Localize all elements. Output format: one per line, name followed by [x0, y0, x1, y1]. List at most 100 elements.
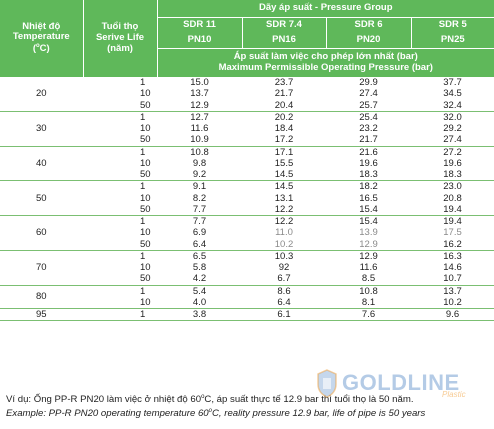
- table-row: 30 1 12.7 20.2 25.4 32.0: [0, 111, 494, 147]
- service-life-cell: 10: [140, 227, 151, 239]
- pressure-value-cell: 29.2: [443, 123, 462, 134]
- table-row: 10 13.7 21.7 27.4 34.5: [0, 88, 494, 99]
- pressure-value-cell: 32.4: [411, 99, 494, 112]
- service-life-cell: 1: [140, 181, 146, 193]
- pressure-value-cell: 14.5: [242, 169, 326, 182]
- table-row: 10 9.8 15.5 19.6 19.6: [0, 158, 494, 169]
- service-life-cell: 50: [83, 99, 157, 112]
- table-row: 20 1 15.0 23.7 29.9 37.7: [0, 77, 494, 112]
- pressure-value-cell: 19.4: [411, 203, 494, 216]
- pressure-value-cell: 27.2: [443, 146, 462, 158]
- pressure-value-cell: 12.7: [190, 111, 209, 123]
- pressure-value-cell: 18.3: [326, 169, 411, 182]
- temperature-header-vi: Nhiệt độ: [22, 20, 61, 32]
- pressure-value-cell: 23.2: [359, 123, 378, 134]
- service-life-cell: 1: [83, 308, 157, 322]
- service-life-cell: 50: [83, 273, 157, 286]
- pressure-value-cell: 10.8: [190, 146, 209, 158]
- pressure-value-cell: 18.3: [411, 169, 494, 182]
- pressure-value-cell: 18.2: [359, 181, 378, 193]
- pressure-value-cell: 10.7: [411, 273, 494, 286]
- pressure-value-cell: 27.4: [411, 134, 494, 147]
- pressure-value-cell: 5.4: [192, 285, 207, 297]
- pressure-value-cell: 15.5: [274, 157, 294, 169]
- table-row: 50 7.7 12.2 15.4 19.4: [0, 203, 494, 216]
- pressure-value-cell: 6.4: [157, 238, 242, 251]
- pressure-value-cell: 6.1: [242, 308, 326, 322]
- example-note-vi: Ví dụ: Ống PP-R PN20 làm việc ở nhiệt độ…: [6, 394, 414, 406]
- pressure-value-cell: 27.4: [359, 88, 378, 100]
- service-life-cell: 1: [140, 146, 146, 158]
- pressure-value-cell: 21.7: [274, 88, 294, 100]
- pressure-value-cell: 20.4: [242, 99, 326, 112]
- temperature-cell: 80: [0, 285, 83, 309]
- temperature-cell: 70: [0, 250, 83, 286]
- service-life-cell: 1: [140, 77, 146, 88]
- pressure-value-cell: 15.0: [190, 77, 209, 88]
- pressure-value-cell: 8.6: [277, 285, 291, 297]
- table-row: 50 12.9 20.4 25.7 32.4: [0, 99, 494, 112]
- pressure-value-cell: 12.9: [326, 238, 411, 251]
- pressure-value-cell: 17.5: [443, 227, 462, 239]
- pressure-value-cell: 21.6: [359, 146, 378, 158]
- pressure-value-cell: 8.2: [192, 192, 207, 204]
- table-row: 10 11.6 18.4 23.2 29.2: [0, 123, 494, 134]
- pressure-caption-en: Maximum Permissible Operating Pressure (…: [218, 62, 433, 73]
- temperature-cell: 30: [0, 111, 83, 147]
- pressure-value-cell: 10.2: [242, 238, 326, 251]
- pressure-value-cell: 10.8: [359, 285, 378, 297]
- service-life-cell: 50: [83, 238, 157, 251]
- sdr-header-1: SDR 7.4: [242, 17, 327, 33]
- pressure-table: Nhiệt độ Temperature (oC) Tuổi thọ Seriv…: [0, 0, 494, 322]
- pressure-group-title: Dãy áp suất - Pressure Group: [157, 0, 494, 18]
- pressure-value-cell: 20.2: [274, 111, 294, 123]
- service-life-cell: 10: [140, 262, 151, 273]
- pressure-value-cell: 7.7: [192, 216, 207, 227]
- pressure-value-cell: 11.6: [359, 262, 378, 273]
- pressure-value-cell: 15.4: [326, 203, 411, 216]
- pressure-value-cell: 15.4: [359, 216, 378, 227]
- service-life-cell: 1: [140, 250, 146, 262]
- temperature-header: Nhiệt độ Temperature (oC): [0, 0, 84, 77]
- sdr-header-0: SDR 11: [157, 17, 243, 33]
- pn-header-3: PN25: [411, 33, 494, 49]
- pressure-value-cell: 8.1: [326, 296, 411, 309]
- pn-header-1: PN16: [242, 33, 327, 49]
- temperature-cell: 40: [0, 146, 83, 182]
- pressure-value-cell: 9.1: [192, 181, 207, 193]
- table-row: 10 5.8 92 11.6 14.6: [0, 262, 494, 273]
- service-life-cell: 1: [140, 111, 146, 123]
- temperature-header-unit: (oC): [32, 43, 50, 55]
- pressure-value-cell: 3.8: [157, 308, 242, 322]
- table-row: 95 1 3.8 6.1 7.6 9.6: [0, 308, 494, 322]
- pressure-value-cell: 32.0: [443, 111, 462, 123]
- pressure-value-cell: 6.7: [242, 273, 326, 286]
- sdr-header-3: SDR 5: [411, 17, 494, 33]
- goldline-watermark-logo: GOLDLINE Plastic: [316, 369, 486, 399]
- table-row: 50 10.9 17.2 21.7 27.4: [0, 134, 494, 147]
- pressure-value-cell: 8.5: [326, 273, 411, 286]
- service-life-cell: 10: [140, 192, 151, 204]
- pressure-value-cell: 17.1: [274, 146, 294, 158]
- pressure-value-cell: 29.9: [359, 77, 378, 88]
- pressure-value-cell: 14.5: [274, 181, 294, 193]
- pressure-value-cell: 9.6: [411, 308, 494, 322]
- pressure-value-cell: 12.2: [274, 216, 294, 227]
- logo-subtext: Plastic: [442, 390, 466, 399]
- pressure-value-cell: 6.9: [192, 227, 207, 239]
- pressure-value-cell: 6.4: [242, 296, 326, 309]
- pressure-value-cell: 4.2: [157, 273, 242, 286]
- pressure-value-cell: 9.8: [192, 157, 207, 169]
- pressure-value-cell: 37.7: [443, 77, 462, 88]
- pressure-value-cell: 12.9: [359, 250, 378, 262]
- pressure-value-cell: 19.6: [359, 157, 378, 169]
- pressure-value-cell: 12.2: [242, 203, 326, 216]
- temperature-header-en: Temperature: [12, 31, 70, 43]
- pressure-value-cell: 5.8: [192, 262, 207, 273]
- pressure-value-cell: 25.7: [326, 99, 411, 112]
- service-life-cell: 50: [83, 134, 157, 147]
- pressure-table-body: 20 1 15.0 23.7 29.9 37.7 10 13.7 21.7 27.4 34.5 50 1…: [0, 77, 494, 322]
- pressure-value-cell: 13.7: [190, 88, 209, 100]
- pressure-value-cell: 34.5: [443, 88, 462, 100]
- table-row: 50 1 9.1 14.5 18.2 23.0: [0, 180, 494, 216]
